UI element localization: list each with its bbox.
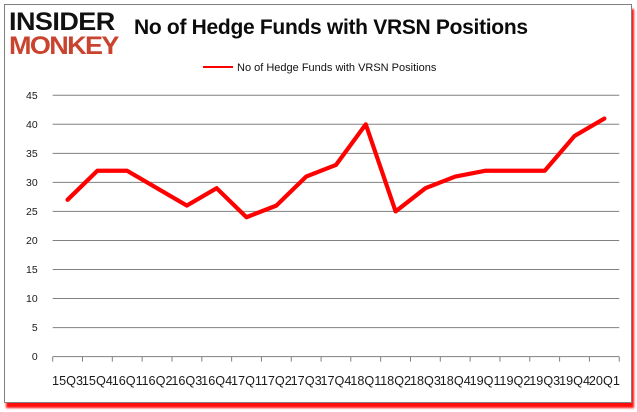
svg-text:17Q4: 17Q4 (320, 374, 351, 388)
svg-text:18Q2: 18Q2 (380, 374, 411, 388)
svg-text:16Q2: 16Q2 (142, 374, 173, 388)
svg-text:17Q1: 17Q1 (231, 374, 262, 388)
svg-text:20: 20 (26, 236, 38, 247)
svg-text:15Q3: 15Q3 (52, 374, 83, 388)
svg-text:18Q1: 18Q1 (350, 374, 381, 388)
svg-text:25: 25 (26, 207, 38, 218)
svg-text:45: 45 (26, 91, 38, 102)
svg-text:10: 10 (26, 294, 38, 305)
svg-text:40: 40 (26, 120, 38, 131)
svg-text:15: 15 (26, 265, 38, 276)
svg-text:19Q4: 19Q4 (559, 374, 590, 388)
svg-text:16Q1: 16Q1 (112, 374, 143, 388)
svg-text:19Q1: 19Q1 (470, 374, 501, 388)
svg-text:16Q3: 16Q3 (171, 374, 202, 388)
svg-text:20Q1: 20Q1 (589, 374, 620, 388)
svg-text:5: 5 (32, 323, 38, 334)
svg-text:15Q4: 15Q4 (82, 374, 113, 388)
svg-text:30: 30 (26, 178, 38, 189)
svg-text:16Q4: 16Q4 (201, 374, 232, 388)
svg-text:35: 35 (26, 149, 38, 160)
svg-text:0: 0 (32, 352, 38, 363)
svg-text:17Q2: 17Q2 (261, 374, 292, 388)
svg-text:19Q3: 19Q3 (529, 374, 560, 388)
svg-text:18Q4: 18Q4 (440, 374, 471, 388)
svg-text:18Q3: 18Q3 (410, 374, 441, 388)
svg-text:19Q2: 19Q2 (499, 374, 530, 388)
svg-text:17Q3: 17Q3 (291, 374, 322, 388)
